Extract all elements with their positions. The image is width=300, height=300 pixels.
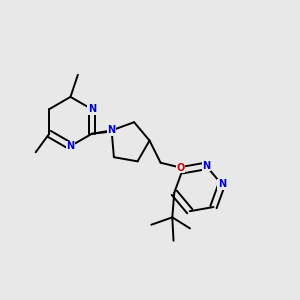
Text: N: N bbox=[202, 161, 210, 171]
Text: N: N bbox=[66, 141, 75, 151]
Text: O: O bbox=[177, 163, 185, 172]
Text: N: N bbox=[218, 179, 226, 189]
Text: N: N bbox=[107, 125, 116, 135]
Text: N: N bbox=[88, 104, 96, 114]
